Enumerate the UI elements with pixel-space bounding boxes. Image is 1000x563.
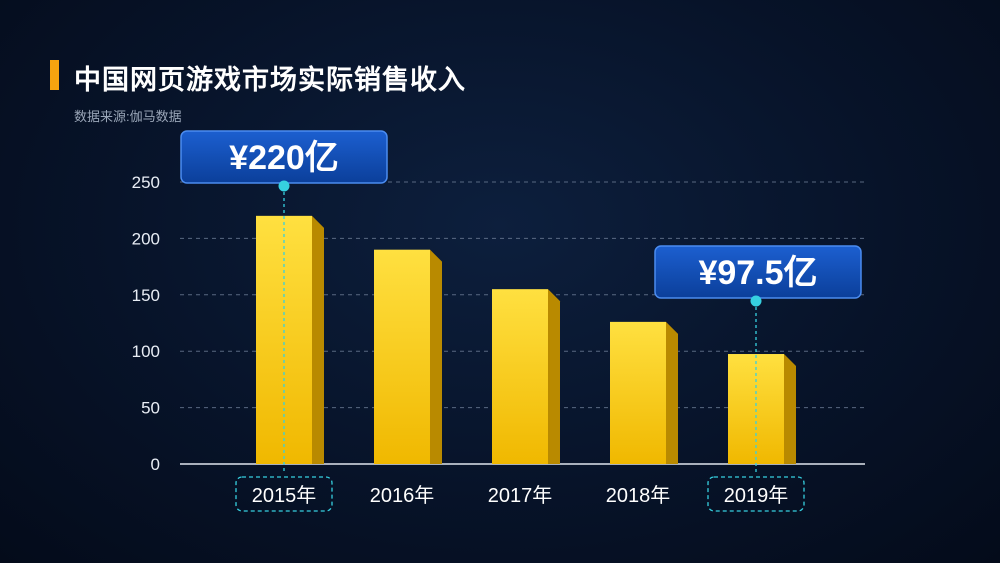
chart-title: 中国网页游戏市场实际销售收入: [74, 65, 466, 95]
bar: [610, 321, 666, 464]
callout-dot: [750, 295, 762, 307]
data-source-note: 数据来源:伽马数据: [74, 109, 182, 124]
x-tick-label: 2017年: [488, 484, 553, 507]
bar-side: [548, 289, 560, 464]
y-tick-label: 250: [132, 173, 160, 192]
x-tick-label: 2019年: [724, 484, 789, 507]
x-tick-label: 2016年: [370, 484, 435, 507]
x-label-highlight-box: [235, 476, 333, 512]
bar-side: [666, 321, 678, 464]
bar-side: [430, 249, 442, 464]
x-label-highlight-box: [707, 476, 805, 512]
y-tick-label: 150: [132, 286, 160, 305]
x-tick-label: 2015年: [252, 484, 317, 507]
x-tick-label: 2018年: [606, 484, 671, 507]
y-tick-label: 50: [141, 399, 160, 418]
bar: [492, 289, 548, 464]
title-accent-bar: [50, 60, 59, 90]
callout-dot: [278, 180, 290, 192]
bar-side: [312, 215, 324, 464]
bar-side: [784, 354, 796, 464]
y-tick-label: 200: [132, 229, 160, 248]
callout-value-label: ¥97.5亿: [698, 254, 817, 292]
y-tick-label: 0: [151, 455, 160, 474]
y-tick-label: 100: [132, 342, 160, 361]
bar: [374, 249, 430, 464]
callout-value-label: ¥220亿: [229, 139, 339, 177]
